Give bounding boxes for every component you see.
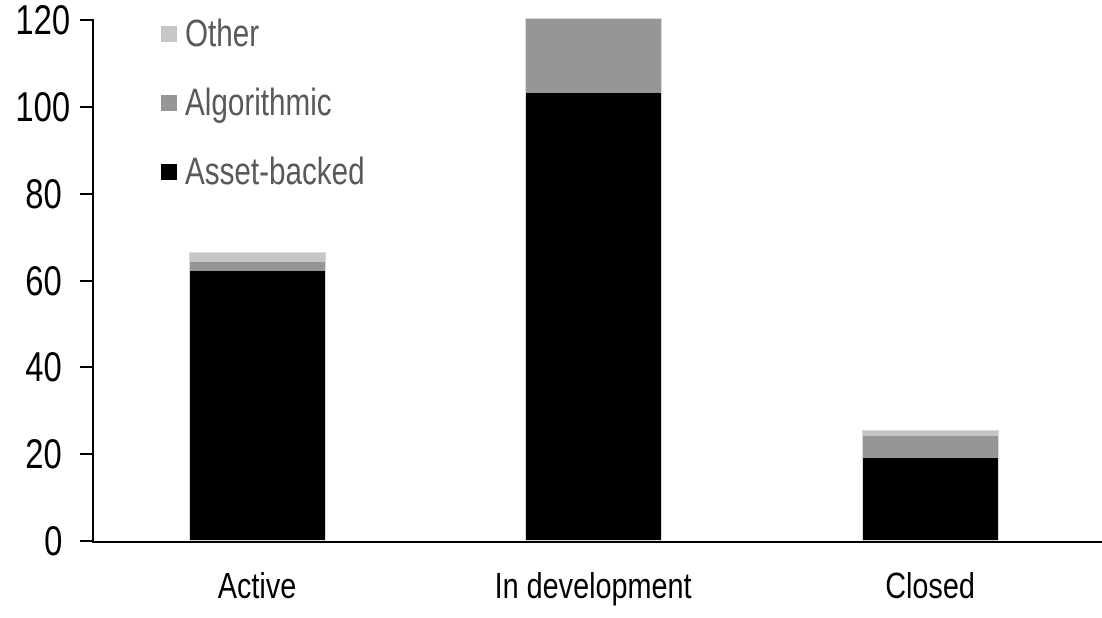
legend-swatch-icon	[161, 95, 177, 111]
y-tick-value: 100	[15, 82, 71, 130]
bar-segment-algorithmic	[863, 435, 998, 458]
bar-segment-algorithmic	[190, 262, 325, 271]
legend-swatch-icon	[161, 26, 177, 42]
bar-segment-asset-backed	[526, 92, 661, 540]
x-category-label-closed: Closed	[781, 568, 1081, 604]
y-tick-mark	[80, 105, 92, 108]
y-tick-mark	[80, 19, 92, 21]
bar-segment-asset-backed	[863, 457, 998, 540]
legend-item-asset-backed: Asset-backed	[161, 153, 415, 191]
y-tick-mark	[80, 279, 92, 282]
y-tick-mark	[80, 366, 92, 369]
x-category-label-active: Active	[108, 568, 408, 604]
y-axis-line	[92, 19, 94, 543]
bar-segment-other	[190, 253, 325, 263]
legend-label: Algorithmic	[185, 84, 373, 122]
y-tick-mark	[80, 540, 92, 542]
legend-label: Other	[185, 15, 280, 53]
y-tick-label: 80	[0, 169, 62, 217]
bar-active	[189, 252, 326, 541]
legend-label-text: Asset-backed	[185, 151, 365, 193]
y-tick-label: 40	[0, 346, 62, 388]
legend-label-text: Other	[185, 13, 260, 55]
y-tick-value: 0	[43, 517, 62, 564]
y-tick-value: 60	[25, 256, 62, 304]
legend-item-other: Other	[161, 15, 415, 53]
y-tick-label: 100	[0, 85, 70, 128]
legend-label: Asset-backed	[185, 153, 415, 191]
y-tick-label: 120	[0, 0, 70, 41]
x-category-label-in-development: In development	[444, 568, 744, 604]
bar-closed	[862, 430, 999, 541]
x-category-text: Active	[218, 565, 297, 606]
bar-segment-asset-backed	[190, 270, 325, 540]
y-tick-value: 120	[15, 0, 71, 43]
bar-segment-other	[863, 431, 998, 436]
y-tick-mark	[80, 453, 92, 456]
chart-legend: Other Algorithmic Asset-backed	[161, 15, 415, 223]
y-tick-value: 40	[25, 343, 62, 391]
y-tick-value: 20	[25, 430, 62, 478]
bar-segment-algorithmic	[526, 19, 661, 93]
legend-label-text: Algorithmic	[185, 82, 332, 124]
legend-swatch-icon	[161, 164, 177, 180]
y-tick-mark	[80, 192, 92, 195]
y-tick-label: 20	[0, 433, 62, 475]
x-category-text: In development	[495, 565, 692, 606]
y-tick-value: 80	[25, 169, 62, 217]
x-category-text: Closed	[885, 565, 976, 606]
y-tick-label: 0	[0, 520, 62, 562]
y-tick-label: 60	[0, 256, 62, 304]
x-axis-line	[92, 541, 1102, 543]
legend-item-algorithmic: Algorithmic	[161, 84, 415, 122]
bar-in-development	[525, 18, 662, 541]
